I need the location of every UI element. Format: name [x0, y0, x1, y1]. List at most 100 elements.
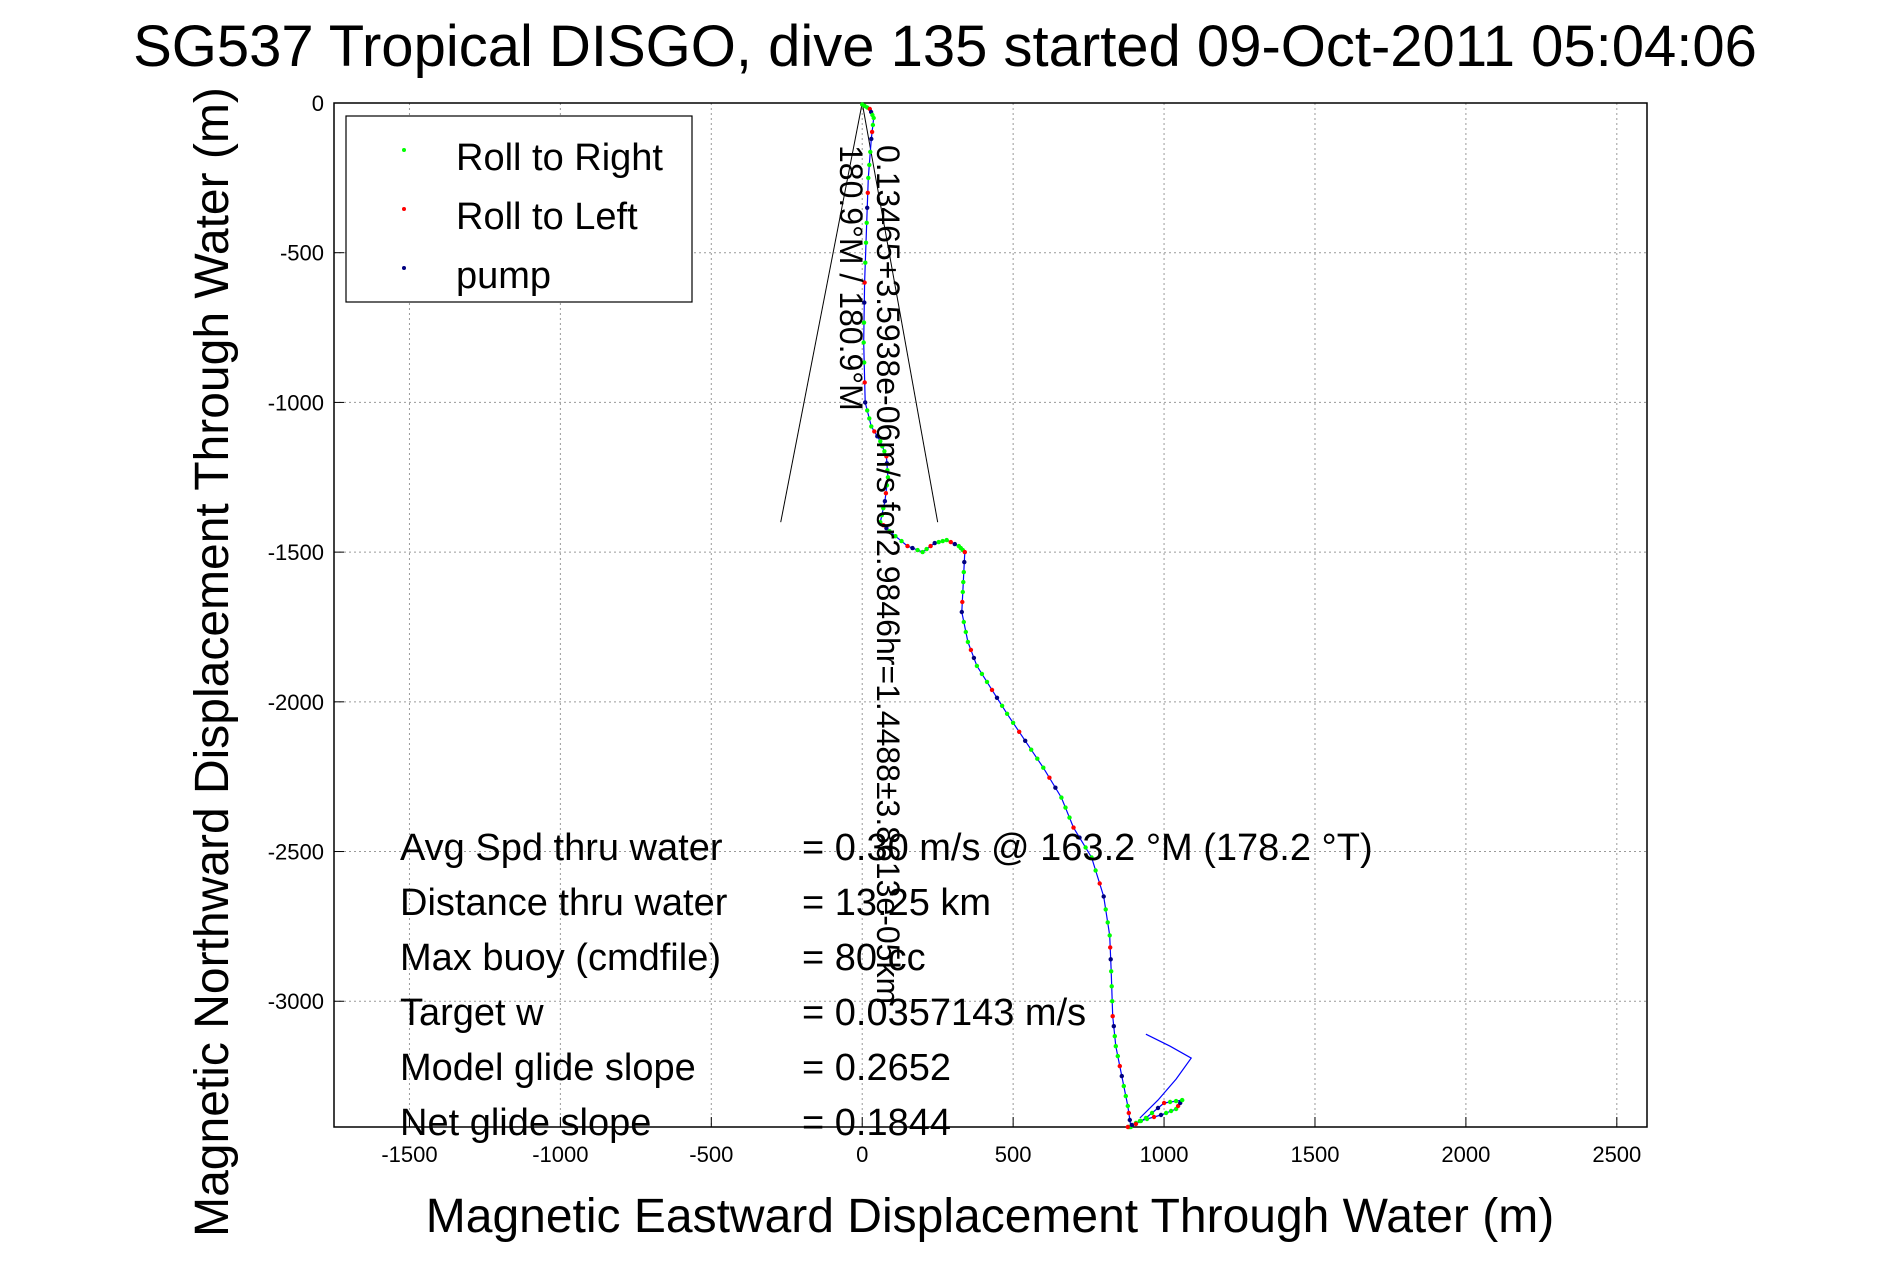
roll-left-point — [948, 539, 953, 545]
legend-marker-pump — [402, 266, 406, 270]
current-label: 0.13465+3.5938e-06m/s for2.9846hr=1.4488… — [870, 145, 906, 1004]
roll-right-point — [1107, 933, 1112, 938]
roll-right-point — [862, 360, 867, 365]
current-vector — [780, 102, 939, 523]
roll-right-point — [940, 538, 945, 544]
roll-right-point — [1125, 1103, 1131, 1109]
roll-left-point — [1017, 729, 1022, 734]
roll-left-point — [960, 599, 965, 605]
roll-right-point — [1004, 711, 1010, 716]
current-angle-label: 180.9°M / 180.9°M — [833, 145, 869, 411]
roll-left-point — [1108, 945, 1113, 950]
roll-right-point — [1173, 1098, 1179, 1104]
pump-point — [994, 695, 1000, 700]
roll-right-point — [1149, 1110, 1155, 1116]
roll-right-point — [899, 538, 904, 544]
roll-right-point — [961, 619, 966, 625]
roll-left-point — [905, 543, 910, 549]
roll-left-point — [1110, 1014, 1115, 1019]
roll-right-point — [924, 546, 929, 552]
pump-point — [882, 499, 888, 504]
pump-point — [1111, 1023, 1117, 1029]
roll-right-point — [878, 520, 883, 525]
roll-right-point — [1089, 855, 1094, 860]
roll-right-point — [1029, 747, 1034, 752]
y-tick-label: -1500 — [268, 540, 324, 565]
roll-right-point — [1112, 1034, 1118, 1039]
roll-left-point — [1097, 881, 1102, 886]
legend-label-roll-right: Roll to Right — [456, 137, 663, 179]
roll-right-point — [866, 175, 871, 181]
y-axis-label: Magnetic Northward Displacement Through … — [186, 87, 239, 1237]
roll-left-point — [1071, 825, 1076, 830]
pump-point — [865, 205, 870, 210]
roll-right-point — [882, 449, 887, 454]
roll-right-point — [984, 679, 990, 685]
x-tick-label: 0 — [856, 1142, 868, 1167]
roll-right-point — [885, 475, 891, 480]
y-tick-label: -1000 — [268, 390, 324, 415]
x-tick-label: 2000 — [1441, 1142, 1490, 1167]
roll-left-point — [869, 129, 875, 135]
stat-value: = 0.0357143 m/s — [802, 992, 1086, 1034]
roll-right-point — [881, 506, 886, 511]
stat-name: Target w — [400, 992, 544, 1034]
roll-right-point — [885, 468, 890, 473]
x-tick-label: 1000 — [1140, 1142, 1189, 1167]
roll-right-point — [999, 703, 1005, 708]
roll-right-point — [961, 569, 966, 575]
roll-left-point — [1047, 775, 1052, 780]
roll-left-point — [1133, 1121, 1139, 1127]
pump-point — [869, 136, 874, 142]
roll-right-point — [1110, 999, 1115, 1004]
roll-right-point — [1063, 805, 1068, 810]
roll-right-point — [1083, 845, 1088, 850]
pump-point — [1108, 957, 1113, 962]
roll-left-point — [1151, 1114, 1157, 1120]
pump-point — [1053, 785, 1058, 790]
pump-point — [910, 545, 915, 551]
roll-right-point — [861, 320, 867, 325]
roll-right-point — [884, 483, 890, 488]
roll-right-point — [1035, 756, 1040, 761]
dive-track — [860, 102, 1193, 1130]
y-tick-label: -3000 — [268, 989, 324, 1014]
roll-right-point — [961, 579, 966, 585]
pump-point — [1158, 1112, 1164, 1118]
roll-right-point — [865, 408, 870, 413]
y-tick-label: -2000 — [268, 690, 324, 715]
roll-right-point — [867, 416, 872, 421]
legend: Roll to Right Roll to Left pump — [345, 115, 693, 303]
roll-right-point — [864, 220, 869, 225]
y-axis-ticks: 0 -500 -1000 -1500 -2000 -2500 -3000 — [268, 91, 344, 1014]
roll-right-point — [871, 115, 876, 121]
roll-right-point — [960, 589, 965, 595]
pump-point — [875, 434, 880, 439]
roll-left-point — [1125, 1124, 1131, 1130]
roll-right-point — [979, 671, 985, 677]
y-tick-label: 0 — [312, 91, 324, 116]
x-tick-label: 2500 — [1592, 1142, 1641, 1167]
roll-left-point — [865, 190, 870, 195]
roll-right-point — [868, 149, 873, 155]
roll-right-point — [869, 424, 874, 429]
roll-right-point — [1163, 1110, 1169, 1116]
stat-name: Net glide slope — [400, 1102, 651, 1144]
roll-left-point — [884, 454, 889, 459]
roll-right-point — [887, 529, 892, 534]
roll-left-point — [968, 647, 974, 653]
stat-name: Max buoy (cmdfile) — [400, 937, 721, 979]
current-vector-line — [780, 102, 863, 523]
roll-left-point — [862, 380, 867, 385]
stat-name: Model glide slope — [400, 1047, 696, 1089]
roll-right-point — [1105, 920, 1110, 925]
roll-right-point — [879, 513, 884, 518]
roll-left-point — [1161, 1100, 1167, 1106]
roll-left-point — [1126, 1110, 1132, 1116]
pump-point — [1022, 738, 1028, 743]
legend-marker-roll-left — [402, 207, 406, 211]
roll-right-point — [1059, 795, 1064, 800]
surface-track-line — [1139, 1033, 1193, 1119]
roll-right-point — [965, 639, 971, 645]
